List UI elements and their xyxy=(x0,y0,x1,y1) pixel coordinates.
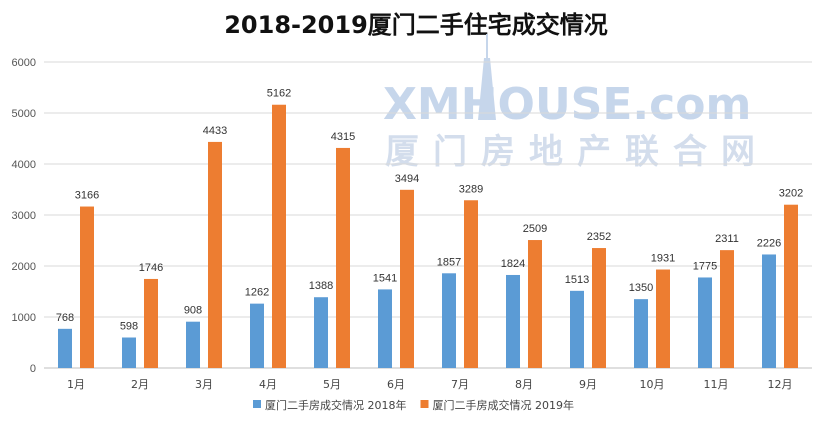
bar-2019 xyxy=(400,189,414,368)
x-tick-label: 5月 xyxy=(323,378,341,391)
data-label: 2509 xyxy=(523,223,547,235)
bar-2018 xyxy=(378,289,392,368)
watermark-text-cn: 厦门房地产联合网 xyxy=(385,132,769,172)
bar-2019 xyxy=(272,104,286,368)
y-tick-label: 3000 xyxy=(12,210,36,222)
bar-2018 xyxy=(762,254,776,368)
x-tick-label: 12月 xyxy=(768,378,793,391)
x-tick-label: 9月 xyxy=(579,378,597,391)
data-label: 1857 xyxy=(437,256,461,268)
bar-2019 xyxy=(656,269,670,368)
bar-2019 xyxy=(336,147,350,368)
data-label: 2311 xyxy=(715,233,739,245)
x-tick-label: 4月 xyxy=(259,378,277,391)
bar-2018 xyxy=(314,297,328,368)
bar-2019 xyxy=(720,250,734,368)
y-tick-label: 6000 xyxy=(12,57,36,69)
data-label: 1388 xyxy=(309,280,333,292)
data-label: 3494 xyxy=(395,173,419,185)
gridlines xyxy=(44,61,812,369)
legend-label: 厦门二手房成交情况 2018年 xyxy=(265,398,407,412)
y-tick-label: 1000 xyxy=(12,312,36,324)
data-label: 2226 xyxy=(757,237,781,249)
data-label: 598 xyxy=(120,321,138,333)
bar-2018 xyxy=(570,290,584,368)
y-tick-label: 2000 xyxy=(12,261,36,273)
legend-label: 厦门二手房成交情况 2019年 xyxy=(433,398,575,412)
bar-2018 xyxy=(634,299,648,368)
bar-2019 xyxy=(528,240,542,368)
data-label: 4433 xyxy=(203,125,227,137)
data-label: 1746 xyxy=(139,262,163,274)
y-axis-ticks: 0 1000 2000 3000 4000 5000 6000 xyxy=(12,57,36,375)
legend: 厦门二手房成交情况 2018年 厦门二手房成交情况 2019年 xyxy=(253,398,574,412)
bar-2018 xyxy=(58,328,72,368)
data-label: 3202 xyxy=(779,188,803,200)
legend-swatch xyxy=(420,400,429,408)
x-tick-label: 7月 xyxy=(451,378,469,391)
data-label: 1541 xyxy=(373,272,397,284)
x-tick-label: 10月 xyxy=(640,378,665,391)
y-tick-label: 4000 xyxy=(12,159,36,171)
chart-title: 2018-2019厦门二手住宅成交情况 xyxy=(224,11,608,39)
data-label: 2352 xyxy=(587,231,611,243)
data-label: 908 xyxy=(184,305,202,317)
bar-2019 xyxy=(144,278,158,368)
data-label: 768 xyxy=(56,312,74,324)
data-label: 1350 xyxy=(629,282,653,294)
y-tick-label: 0 xyxy=(30,363,36,375)
bars xyxy=(58,104,798,368)
bar-2018 xyxy=(186,321,200,368)
x-tick-label: 11月 xyxy=(704,378,729,391)
data-label: 1931 xyxy=(651,253,675,265)
data-label: 4315 xyxy=(331,131,355,143)
x-axis-ticks: 1月 2月 3月 4月 5月 6月 7月 8月 9月 10月 11月 12月 xyxy=(67,378,793,391)
x-tick-label: 2月 xyxy=(131,378,149,391)
bar-2018 xyxy=(506,274,520,368)
watermark-tower-icon xyxy=(478,34,496,120)
bar-2018 xyxy=(442,273,456,368)
bar-2019 xyxy=(80,206,94,368)
watermark-text-en: XMHOUSE.com xyxy=(383,79,751,130)
bar-2018 xyxy=(698,277,712,368)
y-tick-label: 5000 xyxy=(12,108,36,120)
x-tick-label: 1月 xyxy=(67,378,85,391)
bar-2019 xyxy=(464,200,478,368)
legend-swatch xyxy=(253,400,261,408)
bar-2018 xyxy=(250,303,264,368)
bar-2018 xyxy=(122,337,136,368)
data-labels: 768 3166 598 1746 908 4433 1262 5162 1388 4315 154… xyxy=(56,88,803,333)
x-tick-label: 8月 xyxy=(515,378,533,391)
bar-2019 xyxy=(592,248,606,368)
bar-2019 xyxy=(208,141,222,368)
bar-2019 xyxy=(784,204,798,368)
x-tick-label: 3月 xyxy=(195,378,213,391)
data-label: 1262 xyxy=(245,287,269,299)
data-label: 3289 xyxy=(459,183,483,195)
x-tick-label: 6月 xyxy=(387,378,405,391)
data-label: 1824 xyxy=(501,258,525,270)
data-label: 1513 xyxy=(565,274,589,286)
data-label: 5162 xyxy=(267,88,291,100)
watermark: XMHOUSE.com 厦门房地产联合网 xyxy=(383,34,769,172)
data-label: 1775 xyxy=(693,260,717,272)
data-label: 3166 xyxy=(75,190,99,202)
